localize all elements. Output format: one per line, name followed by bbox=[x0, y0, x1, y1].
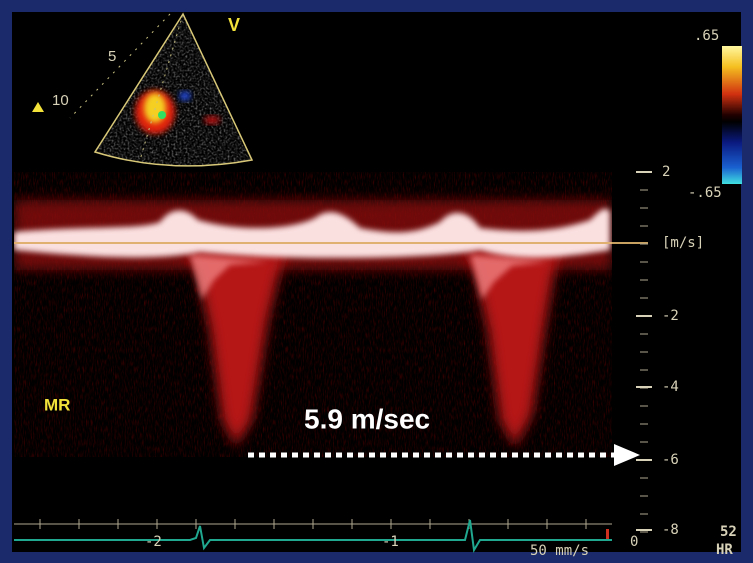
time-tick-label: 0 bbox=[630, 534, 638, 550]
color-scale-bottom: -.65 bbox=[688, 185, 722, 201]
time-tick-label: -2 bbox=[145, 534, 162, 550]
time-tick-label: -1 bbox=[382, 534, 399, 550]
depth-label: 10 bbox=[52, 92, 69, 109]
doppler-screen: V 5 10 .65 -.65 2 -2 -4 -6 -8 [m/s] MR 5.9 m… bbox=[0, 0, 753, 563]
velocity-tick-label: -4 bbox=[662, 379, 679, 395]
velocity-tick-label: -6 bbox=[662, 452, 679, 468]
sweep-speed: 50 mm/s bbox=[530, 543, 589, 559]
velocity-tick-label: 2 bbox=[662, 164, 670, 180]
velocity-unit: [m/s] bbox=[662, 235, 704, 251]
heart-rate: 52 bbox=[720, 524, 737, 540]
jet-label: MR bbox=[44, 395, 70, 414]
depth-label: 5 bbox=[108, 48, 116, 65]
page: {"sector": {"view_label": "V", "depth_la… bbox=[0, 0, 753, 563]
marker bbox=[606, 529, 609, 539]
view-label: V bbox=[228, 15, 240, 35]
velocity-tick-label: -2 bbox=[662, 308, 679, 324]
velocity-tick-label: -8 bbox=[662, 522, 679, 538]
heart-rate-label: HR bbox=[716, 542, 733, 558]
color-bar bbox=[722, 46, 742, 184]
measurement: 5.9 m/sec bbox=[304, 403, 430, 434]
color-scale-top: .65 bbox=[694, 28, 719, 44]
